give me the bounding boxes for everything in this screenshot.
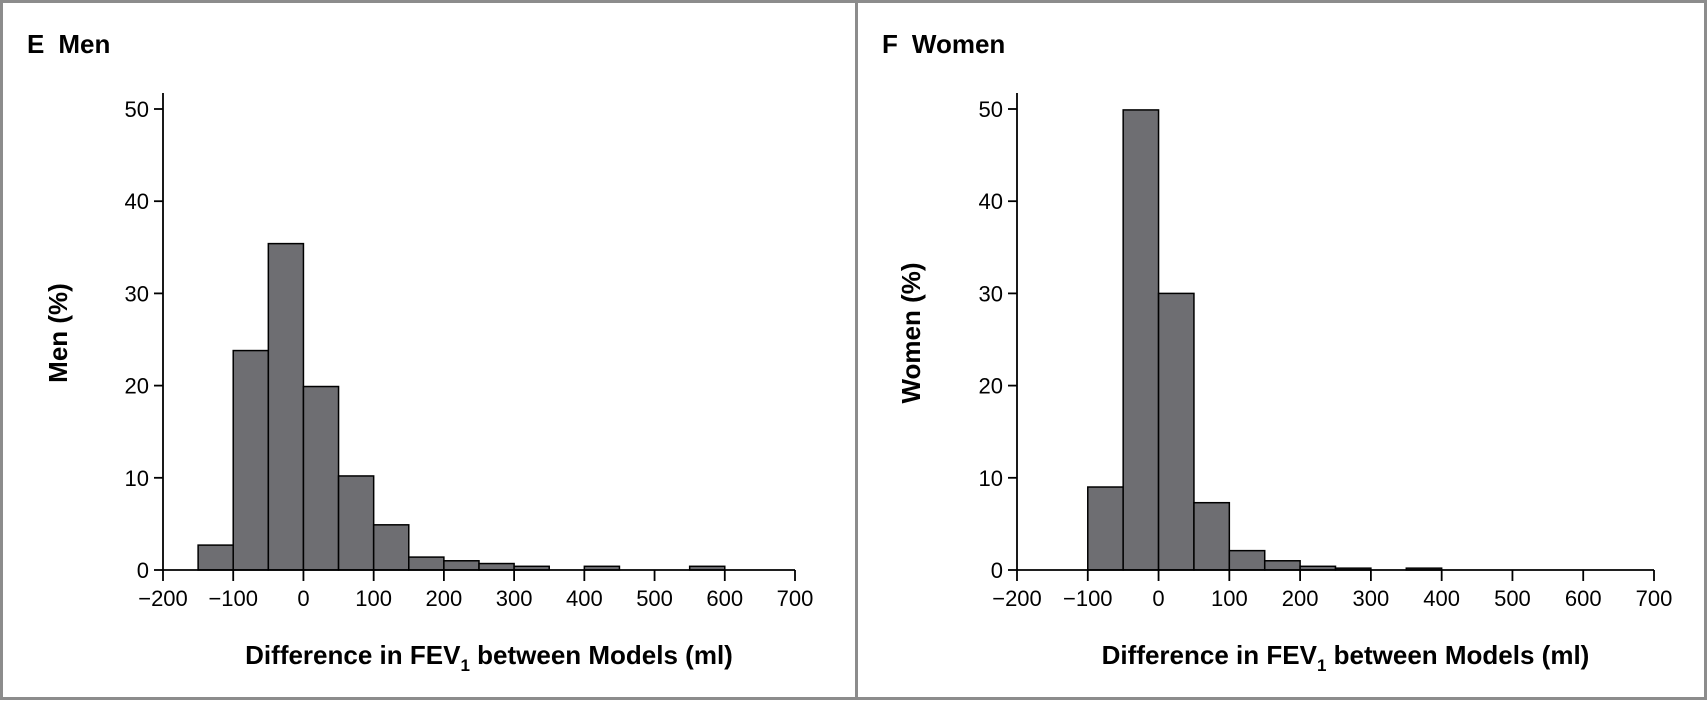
x-tick-label: −200 — [992, 586, 1042, 611]
y-tick-label: 50 — [979, 97, 1003, 122]
histogram-men: 0 10 20 30 40 50 −200 −100 0 100 200 300 400 500 600 70… — [43, 93, 814, 675]
histogram-bar — [197, 544, 234, 571]
x-tick-label: 400 — [1423, 586, 1460, 611]
histogram-bar — [372, 524, 410, 571]
y-tick-label: 20 — [125, 374, 149, 399]
y-tick-label: 30 — [125, 281, 149, 306]
x-tick-label: 600 — [706, 586, 743, 611]
x-tick-label: 200 — [1282, 586, 1319, 611]
y-tick-label: 30 — [979, 281, 1003, 306]
x-tick-label: 100 — [355, 586, 392, 611]
histogram-bar — [232, 349, 270, 571]
histogram-bar — [1228, 549, 1266, 571]
panel-title: E Men — [27, 29, 110, 60]
x-tick-label: 300 — [1353, 586, 1390, 611]
panel-name: Women — [911, 29, 1006, 59]
y-tick-label: 0 — [991, 558, 1003, 583]
y-tick-label: 20 — [979, 374, 1003, 399]
x-tick-label: 100 — [1211, 586, 1248, 611]
histogram-bar — [1193, 501, 1231, 571]
panel-title: F Women — [882, 29, 1005, 60]
y-tick-label: 0 — [137, 558, 149, 583]
histogram-women: 0 10 20 30 40 50 −200 −100 0 100 200 300 400 500 600 70… — [896, 93, 1673, 675]
x-axis-title: Difference in FEV1 between Models (ml) — [245, 640, 733, 675]
panel-name: Men — [58, 29, 111, 59]
x-tick-label: 500 — [1494, 586, 1531, 611]
histogram-bar — [478, 562, 515, 571]
y-axis-title: Men (%) — [43, 283, 73, 383]
x-tick-label: 300 — [496, 586, 533, 611]
y-tick-label: 10 — [125, 466, 149, 491]
histogram-bar — [302, 385, 340, 571]
x-tick-label: 200 — [426, 586, 463, 611]
x-tick-label: 600 — [1565, 586, 1602, 611]
y-tick-label: 40 — [125, 189, 149, 214]
histogram-bar — [1122, 109, 1160, 571]
y-tick-label: 40 — [979, 189, 1003, 214]
panel-letter: F — [882, 29, 898, 59]
panel-letter: E — [27, 29, 45, 59]
panel-f-women: F Women 0 10 20 30 40 50 −200 −100 0 100 200 300 400 5… — [855, 0, 1707, 700]
y-tick-label: 10 — [979, 466, 1003, 491]
y-tick-label: 50 — [125, 97, 149, 122]
histogram-bar — [1157, 292, 1195, 571]
histogram-bar — [408, 556, 445, 571]
x-tick-label: 700 — [777, 586, 814, 611]
x-tick-label: 0 — [1152, 586, 1164, 611]
histogram-bar — [1263, 560, 1301, 571]
x-axis-title: Difference in FEV1 between Models (ml) — [1102, 640, 1590, 675]
x-tick-label: −100 — [1063, 586, 1113, 611]
x-tick-label: 500 — [636, 586, 673, 611]
y-axis-title: Women (%) — [896, 262, 926, 403]
histogram-bar — [267, 242, 305, 571]
x-tick-label: 400 — [566, 586, 603, 611]
histogram-bar — [1087, 486, 1124, 571]
x-tick-label: −200 — [138, 586, 188, 611]
histogram-bar — [443, 560, 480, 571]
panel-e-men: E Men 0 10 20 30 40 50 −200 −100 0 100 200 300 400 500… — [0, 0, 858, 700]
x-tick-label: 0 — [297, 586, 309, 611]
histogram-bar — [337, 475, 375, 571]
x-tick-label: 700 — [1636, 586, 1673, 611]
x-tick-label: −100 — [208, 586, 258, 611]
